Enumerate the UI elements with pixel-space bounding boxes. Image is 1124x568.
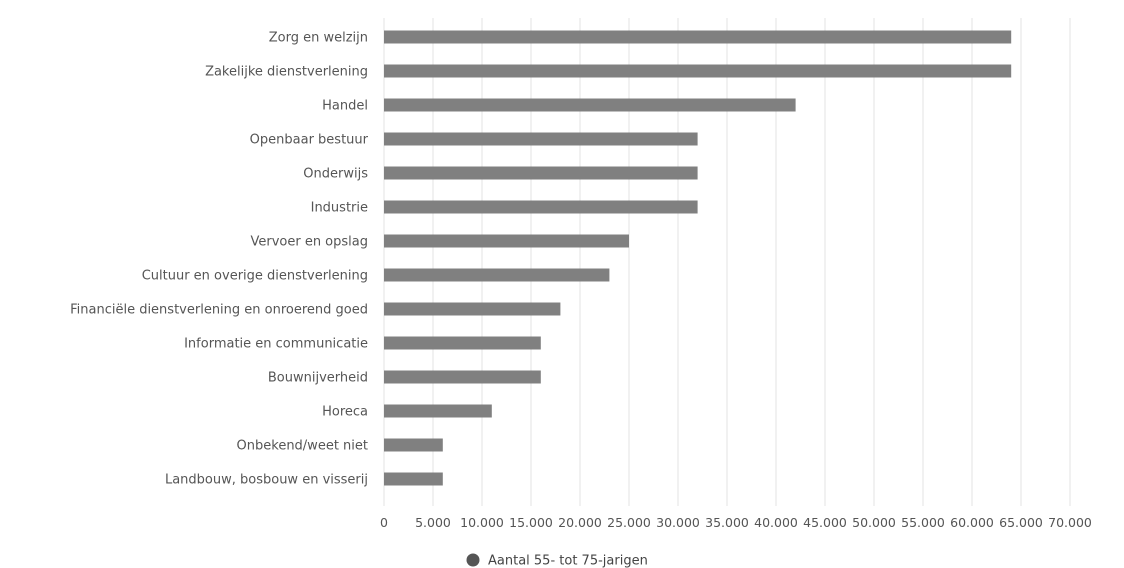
bar[interactable]	[384, 132, 698, 146]
bar[interactable]	[384, 302, 561, 316]
bar[interactable]	[384, 336, 541, 350]
legend-label: Aantal 55- tot 75-jarigen	[488, 554, 648, 568]
x-tick-label: 55.000	[901, 515, 945, 530]
category-label: Financiële dienstverlening en onroerend …	[70, 303, 368, 318]
category-label: Cultuur en overige dienstverlening	[142, 269, 368, 284]
bars	[384, 30, 1012, 486]
legend-marker	[466, 553, 480, 567]
category-label: Openbaar bestuur	[250, 133, 369, 148]
category-label: Onderwijs	[303, 167, 368, 182]
x-tick-label: 0	[380, 515, 388, 530]
legend-item[interactable]: Aantal 55- tot 75-jarigen	[466, 553, 648, 568]
x-tick-label: 45.000	[803, 515, 847, 530]
bar[interactable]	[384, 64, 1012, 78]
bar[interactable]	[384, 98, 796, 112]
bar[interactable]	[384, 472, 443, 486]
category-label: Landbouw, bosbouw en visserij	[165, 473, 368, 488]
x-tick-label: 70.000	[1048, 515, 1092, 530]
x-tick-label: 30.000	[656, 515, 700, 530]
category-label: Horeca	[322, 405, 368, 420]
bar[interactable]	[384, 30, 1012, 44]
category-labels: Zorg en welzijn Zakelijke dienstverlening…	[70, 31, 369, 488]
category-label: Zorg en welzijn	[269, 31, 368, 46]
bar[interactable]	[384, 268, 610, 282]
bar[interactable]	[384, 404, 492, 418]
bar[interactable]	[384, 166, 698, 180]
bar[interactable]	[384, 234, 629, 248]
category-label: Informatie en communicatie	[184, 337, 368, 352]
category-label: Bouwnijverheid	[268, 371, 368, 386]
grid-lines	[383, 18, 1071, 506]
x-tick-label: 5.000	[415, 515, 451, 530]
x-tick-label: 40.000	[754, 515, 798, 530]
x-tick-label: 60.000	[950, 515, 994, 530]
bar[interactable]	[384, 370, 541, 384]
bar[interactable]	[384, 200, 698, 214]
bar[interactable]	[384, 438, 443, 452]
x-axis-ticks: 0 5.000 10.000 15.000 20.000 25.000 30.000 35.0…	[380, 515, 1092, 530]
x-tick-label: 20.000	[558, 515, 602, 530]
x-tick-label: 10.000	[460, 515, 504, 530]
x-tick-label: 25.000	[607, 515, 651, 530]
legend[interactable]: Aantal 55- tot 75-jarigen	[466, 553, 648, 568]
category-label: Vervoer en opslag	[250, 235, 368, 250]
category-label: Handel	[322, 99, 368, 114]
x-tick-label: 35.000	[705, 515, 749, 530]
x-tick-label: 15.000	[509, 515, 553, 530]
category-label: Zakelijke dienstverlening	[205, 65, 368, 80]
x-tick-label: 65.000	[999, 515, 1043, 530]
category-label: Industrie	[311, 201, 368, 216]
x-tick-label: 50.000	[852, 515, 896, 530]
category-label: Onbekend/weet niet	[237, 439, 368, 454]
